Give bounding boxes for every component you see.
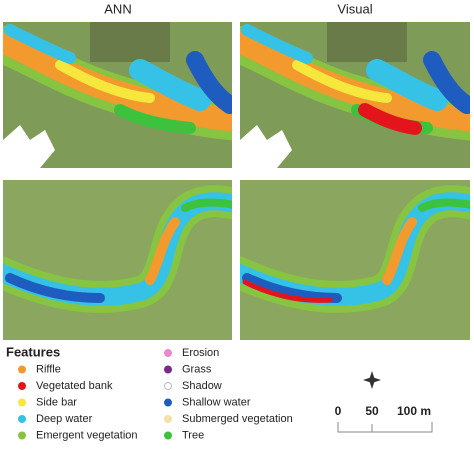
legend-label: Emergent vegetation bbox=[36, 429, 138, 441]
legend-marker bbox=[164, 382, 172, 390]
map-panel bbox=[240, 180, 470, 340]
map-panel bbox=[3, 180, 232, 340]
legend-marker bbox=[18, 382, 26, 390]
legend-marker bbox=[164, 431, 172, 440]
legend-marker bbox=[164, 398, 172, 407]
legend-label: Shallow water bbox=[182, 396, 251, 408]
legend-label: Deep water bbox=[36, 413, 93, 425]
legend-marker bbox=[164, 349, 172, 357]
legend-title: Features bbox=[6, 344, 60, 359]
column-title: Visual bbox=[337, 1, 372, 16]
scale-bar: 0 50 100 m bbox=[335, 404, 433, 433]
legend-label: Shadow bbox=[182, 380, 222, 392]
legend-marker bbox=[164, 415, 172, 423]
map-panel bbox=[240, 22, 470, 168]
map-panel bbox=[3, 22, 232, 168]
legend-label: Erosion bbox=[182, 347, 219, 359]
legend-marker bbox=[18, 365, 26, 374]
legend-label: Vegetated bank bbox=[36, 380, 113, 392]
scale-label: 0 bbox=[335, 404, 342, 418]
legend-marker bbox=[18, 415, 26, 423]
legend-label: Tree bbox=[182, 429, 204, 441]
legend-label: Riffle bbox=[36, 363, 61, 375]
legend-label: Grass bbox=[182, 363, 212, 375]
north-arrow bbox=[363, 371, 381, 389]
scale-label: 50 bbox=[365, 404, 379, 418]
scale-label: 100 m bbox=[397, 404, 431, 418]
legend-marker bbox=[18, 398, 26, 407]
legend-label: Side bar bbox=[36, 396, 77, 408]
column-title: ANN bbox=[104, 1, 131, 16]
legend-marker bbox=[18, 431, 26, 440]
legend-label: Submerged vegetation bbox=[182, 413, 293, 425]
legend: Riffle Vegetated bank Side bar Deep water Em… bbox=[18, 347, 293, 441]
legend-marker bbox=[164, 365, 172, 374]
